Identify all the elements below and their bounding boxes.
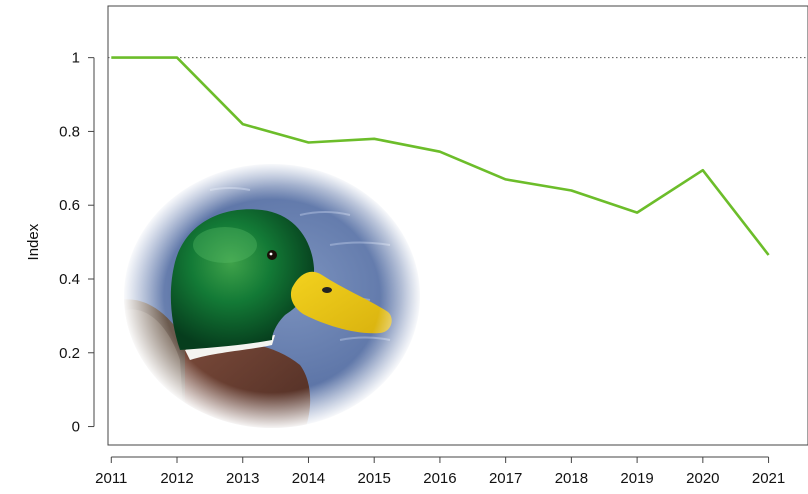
x-tick-label: 2012: [160, 470, 193, 487]
y-tick-label: 0.2: [59, 345, 80, 362]
x-tick-label: 2014: [292, 470, 325, 487]
y-tick-label: 0.4: [59, 271, 80, 288]
plot-frame: [107, 5, 808, 446]
y-tick-label: 0.6: [59, 197, 80, 214]
y-tick-label: 0.8: [59, 123, 80, 140]
x-tick-label: 2013: [226, 470, 259, 487]
x-tick-label: 2021: [752, 470, 785, 487]
x-tick-label: 2019: [620, 470, 653, 487]
y-tick-label: 0: [72, 419, 80, 436]
photo-vignette: [122, 162, 422, 430]
x-tick-label: 2018: [555, 470, 588, 487]
x-tick-label: 2011: [95, 470, 127, 487]
x-tick-label: 2016: [423, 470, 456, 487]
x-ticks: 2011 2012 2013 2014 2015 2016 2017 2018 2019 2020…: [95, 457, 785, 487]
y-ticks: 0 0.2 0.4 0.6 0.8 1: [59, 50, 94, 436]
y-tick-label: 1: [72, 50, 80, 67]
x-tick-label: 2020: [686, 470, 719, 487]
series-layer: [111, 56, 770, 256]
y-axis-title: Index: [25, 223, 42, 260]
x-tick-label: 2015: [358, 470, 391, 487]
x-tick-label: 2017: [489, 470, 522, 487]
